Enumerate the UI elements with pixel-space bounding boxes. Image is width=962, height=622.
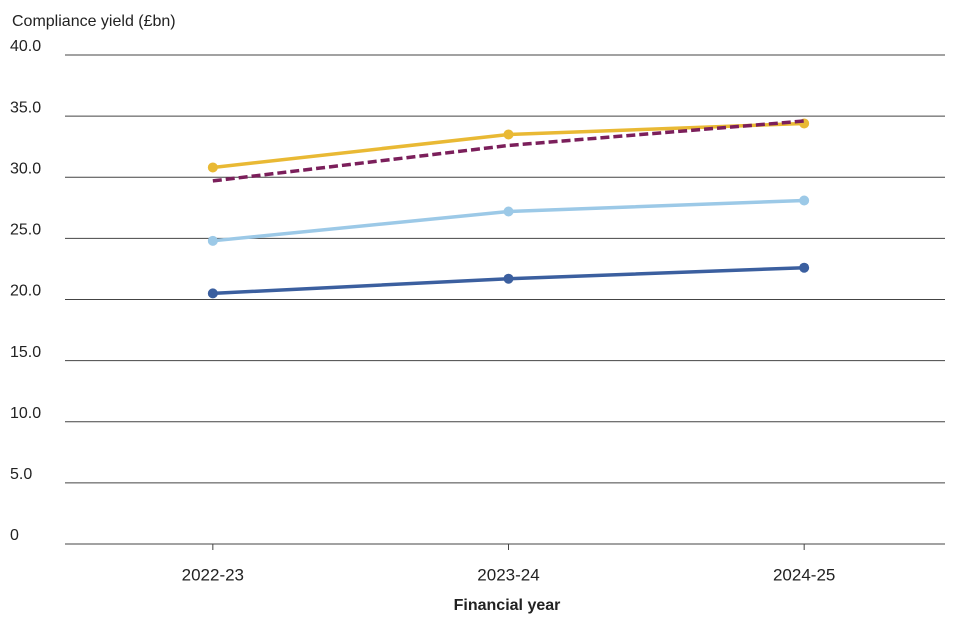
data-point <box>503 273 514 284</box>
data-point <box>207 235 218 246</box>
y-tick-label: 20.0 <box>10 283 41 300</box>
y-tick-label: 25.0 <box>10 222 41 239</box>
x-tick-label: 2023-24 <box>477 565 539 584</box>
data-point <box>799 195 810 206</box>
y-axis-label: Compliance yield (£bn) <box>12 13 176 30</box>
data-point <box>503 206 514 217</box>
y-tick-label: 30.0 <box>10 160 41 177</box>
x-tick-label: 2024-25 <box>773 565 835 584</box>
data-point <box>799 262 810 273</box>
y-tick-label: 15.0 <box>10 344 41 361</box>
data-point <box>503 129 514 140</box>
x-tick-label: 2022-23 <box>182 565 244 584</box>
x-axis-label: Financial year <box>454 597 561 614</box>
y-tick-label: 10.0 <box>10 405 41 422</box>
series-line <box>212 119 805 183</box>
y-tick-label: 40.0 <box>10 38 41 55</box>
y-tick-label: 0 <box>10 527 19 544</box>
y-tick-label: 35.0 <box>10 99 41 116</box>
data-point <box>207 162 218 173</box>
y-tick-label: 5.0 <box>10 466 32 483</box>
data-point <box>207 288 218 299</box>
